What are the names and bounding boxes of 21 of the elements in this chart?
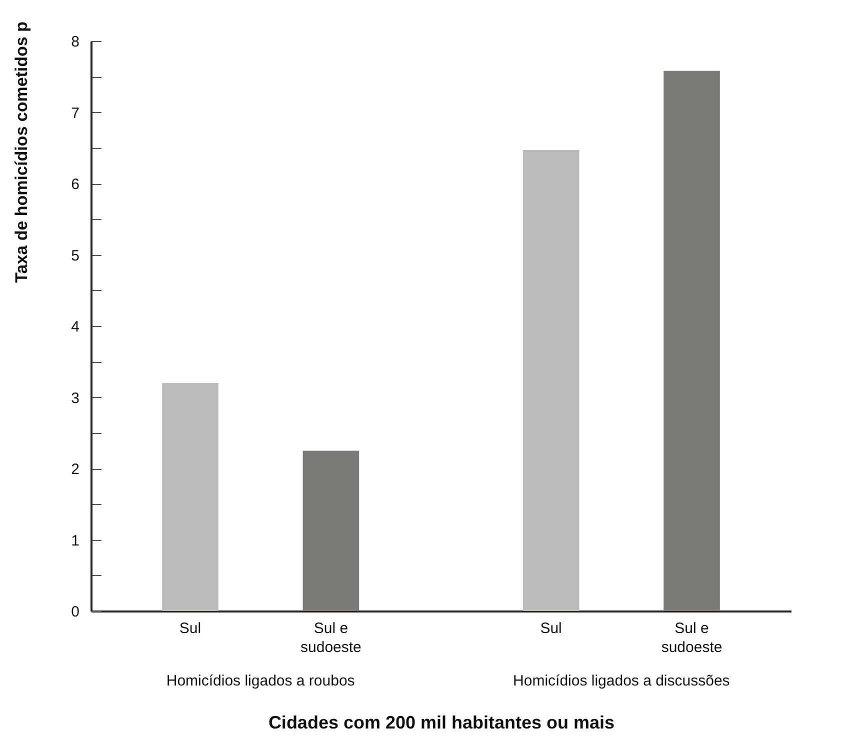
- y-axis-title: Taxa de homicídios cometidos p: [12, 22, 32, 283]
- y-tick-label: 1: [71, 532, 80, 550]
- y-tick-label: 6: [71, 176, 80, 193]
- x-tick-label: Homicídios ligados a roubos: [166, 672, 355, 690]
- y-tick-label: 7: [71, 104, 80, 122]
- y-tick-label: 8: [71, 34, 80, 50]
- bar: [302, 450, 360, 611]
- bar: [162, 383, 218, 611]
- series-label: Sul e sudoeste: [300, 620, 362, 656]
- x-tick-label: Homicídios ligados a discussões: [513, 672, 730, 690]
- bar: [664, 70, 720, 611]
- x-axis-title: Cidades com 200 mil habitantes ou mais: [268, 712, 615, 732]
- y-tick-label: 0: [71, 604, 80, 620]
- y-tick-label: 2: [71, 461, 80, 478]
- y-tick-label: 3: [71, 390, 80, 407]
- y-tick-label: 5: [71, 247, 80, 264]
- text: Sul e sudoeste: [661, 620, 722, 656]
- y-tick-label: 4: [71, 318, 80, 336]
- text: Sul: [540, 620, 562, 637]
- bar: [522, 150, 580, 611]
- series-label: Sul: [179, 620, 202, 637]
